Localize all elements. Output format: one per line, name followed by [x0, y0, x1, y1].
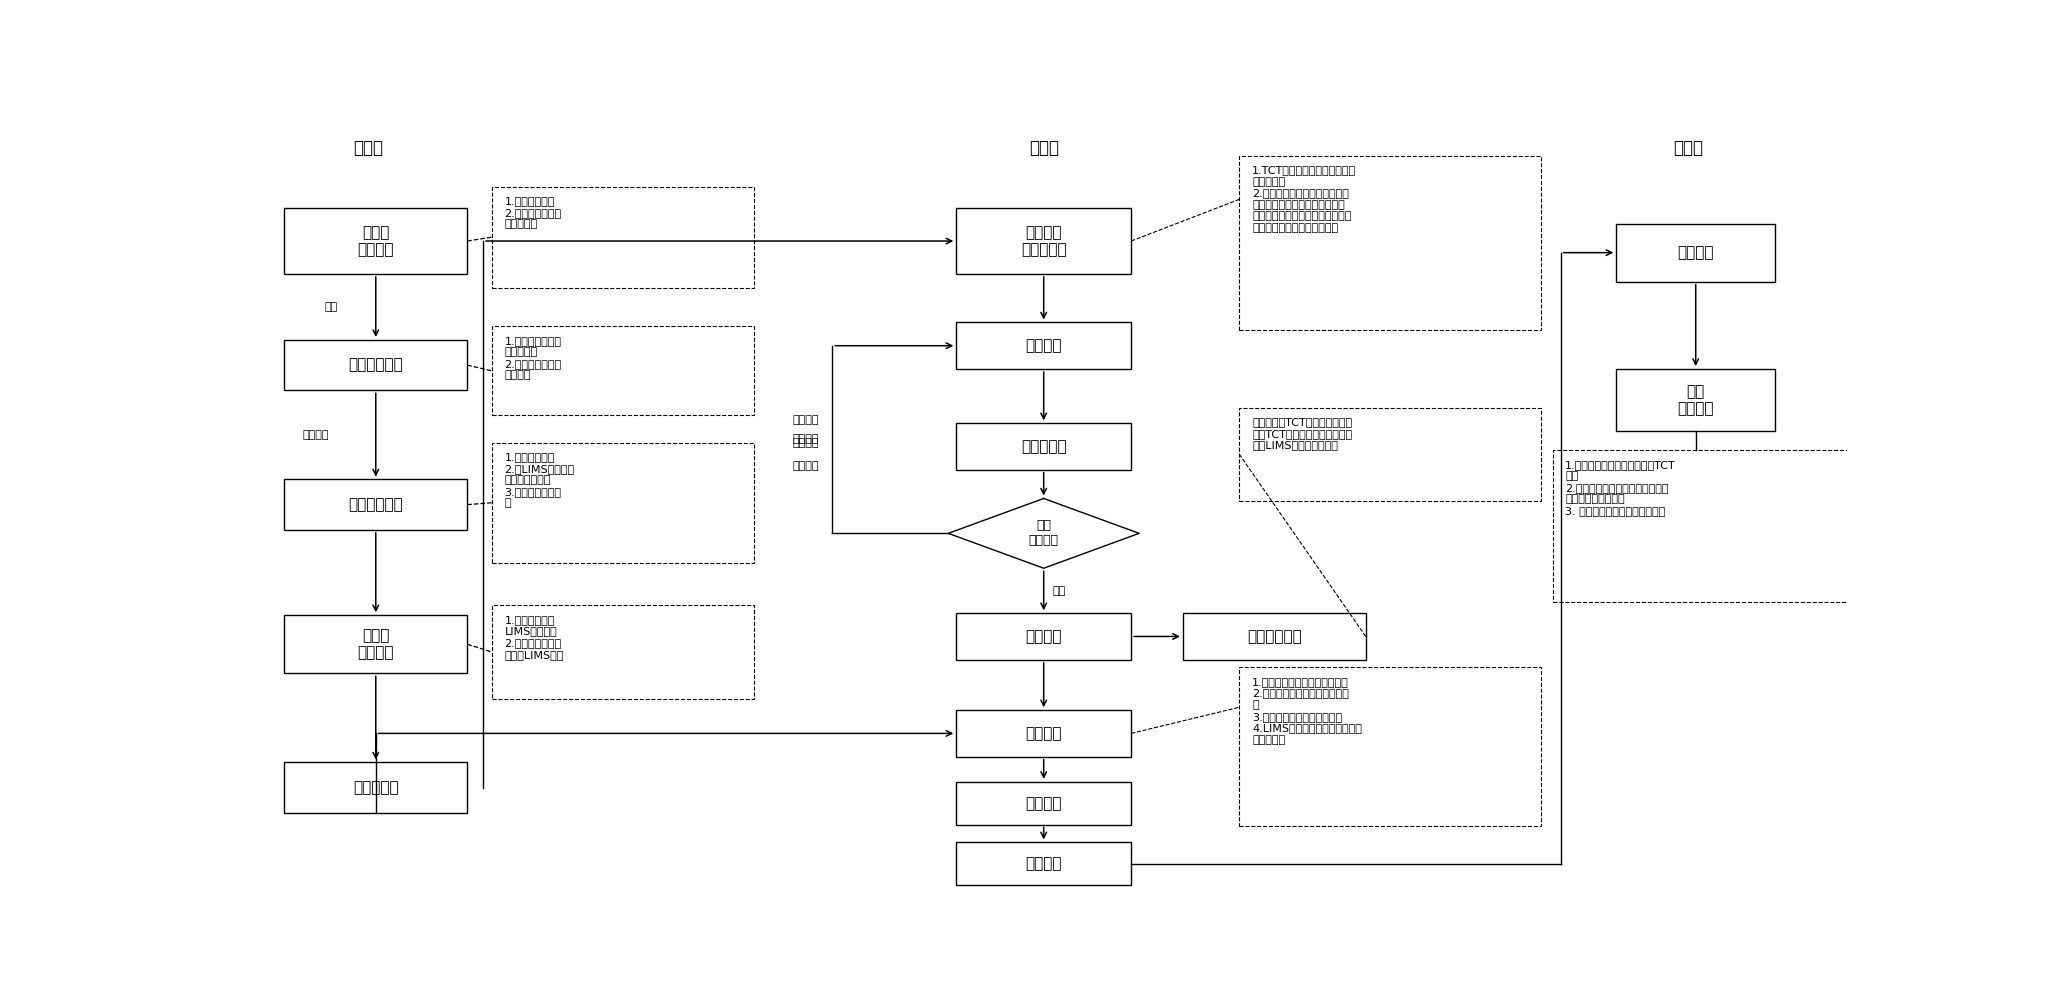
Bar	[956, 423, 1131, 470]
Text: 玻片
扫码定位: 玻片 扫码定位	[1676, 384, 1713, 416]
Bar	[956, 613, 1131, 660]
Bar	[285, 208, 468, 274]
Text: 上机制片: 上机制片	[1026, 338, 1063, 353]
Text: 医院端
样本接受: 医院端 样本接受	[357, 225, 394, 257]
Text: 结果审核: 结果审核	[1026, 796, 1063, 811]
Text: 自评
制片质量: 自评 制片质量	[1028, 520, 1059, 548]
Text: 1.诊断报告发布后，扫码定位TCT
玻片
2.阴阳性玻片分类保存，实现了档
案片快速查询及调取
3. 节省样本存储空间及存储成本: 1.诊断报告发布后，扫码定位TCT 玻片 2.阴阳性玻片分类保存，实现了档 案片…	[1566, 459, 1676, 516]
Polygon shape	[948, 498, 1139, 568]
Bar	[492, 186, 755, 288]
Text: 运输: 运输	[324, 302, 339, 312]
Text: 阅片诊断: 阅片诊断	[1026, 726, 1063, 741]
Text: 分析前: 分析前	[353, 139, 384, 157]
Text: 整理出片: 整理出片	[1026, 629, 1063, 643]
Bar	[956, 710, 1131, 756]
Text: 分析中: 分析中	[1028, 139, 1059, 157]
Text: 申请单
扫码拍照: 申请单 扫码拍照	[357, 628, 394, 661]
Text: 制片完成的TCT样本通过扫码定
位于TCT样本定位柜，后期可以
通过LIMS系统快速查找。: 制片完成的TCT样本通过扫码定 位于TCT样本定位柜，后期可以 通过LIMS系统…	[1252, 417, 1352, 450]
Bar	[956, 208, 1131, 274]
Text: 结果发布: 结果发布	[1676, 245, 1713, 260]
Bar	[1182, 613, 1367, 660]
Text: 不合格，: 不合格，	[792, 415, 819, 425]
Text: 1.申请单扫码与
LIMS系统核对
2.文件拍照仪拍照
保存在LIMS系统: 1.申请单扫码与 LIMS系统核对 2.文件拍照仪拍照 保存在LIMS系统	[505, 614, 564, 660]
Text: 1.根据上传信息录
入样本信息
2.与客户实现数据
直接对接: 1.根据上传信息录 入样本信息 2.与客户实现数据 直接对接	[505, 335, 562, 381]
Text: 结果发布: 结果发布	[1026, 856, 1063, 871]
Text: 1.样本扫码核收
2.与LIMS系统弹出
的信息进行核对
3.放置在相应收纳
箱: 1.样本扫码核收 2.与LIMS系统弹出 的信息进行核对 3.放置在相应收纳 箱	[505, 452, 575, 509]
Text: 1.TCT样本扫码，打印二维码标
签，贴玻片
2.改变病理切片号码字迹模糊、
混乱错误、粘贴错位的现象，提
升了病理技术操作安全质量监控，
提高了病理制片的工作: 1.TCT样本扫码，打印二维码标 签，贴玻片 2.改变病理切片号码字迹模糊、 混…	[1252, 165, 1356, 233]
Text: 1.样本信息拍照
2.发送到实验室信
息处理中心: 1.样本信息拍照 2.发送到实验室信 息处理中心	[505, 196, 562, 230]
Bar	[285, 615, 468, 674]
Bar	[1617, 369, 1775, 431]
Bar	[492, 443, 755, 563]
Text: 染色、封片: 染色、封片	[1022, 439, 1067, 454]
Text: 分析后: 分析后	[1672, 139, 1703, 157]
Text: 1.阅片诊断医师扫取玻片二维码
2.录入初筛结果提交上级医师复
片
3.在系统中完成二、三级复片
4.LIMS系统记录初筛、二级、三
复片数据级: 1.阅片诊断医师扫取玻片二维码 2.录入初筛结果提交上级医师复 片 3.在系统中…	[1252, 677, 1363, 745]
Bar	[285, 479, 468, 530]
Bar	[1239, 408, 1541, 500]
Text: 合格: 合格	[1053, 586, 1067, 596]
Text: 样本扫码
贴玻片标签: 样本扫码 贴玻片标签	[1022, 225, 1067, 257]
Bar	[285, 340, 468, 391]
Text: 样本定位储存: 样本定位储存	[1248, 629, 1301, 643]
Text: 重新制片: 重新制片	[792, 438, 819, 448]
Text: 样本扫码核收: 样本扫码核收	[349, 497, 402, 513]
Bar	[956, 322, 1131, 369]
Text: 重新制片: 重新制片	[792, 461, 819, 471]
Bar	[285, 762, 468, 813]
Bar	[1239, 156, 1541, 330]
Bar	[492, 326, 755, 416]
Bar	[1617, 224, 1775, 282]
Bar	[1553, 450, 1902, 601]
Bar	[1239, 668, 1541, 827]
Bar	[492, 605, 755, 699]
Bar	[956, 842, 1131, 885]
Text: 病理技术室: 病理技术室	[353, 780, 398, 796]
Text: 样本信息登录: 样本信息登录	[349, 357, 402, 373]
Text: 不满意，: 不满意，	[792, 434, 819, 444]
Bar	[956, 781, 1131, 825]
Text: 运输到达: 运输到达	[302, 430, 328, 440]
